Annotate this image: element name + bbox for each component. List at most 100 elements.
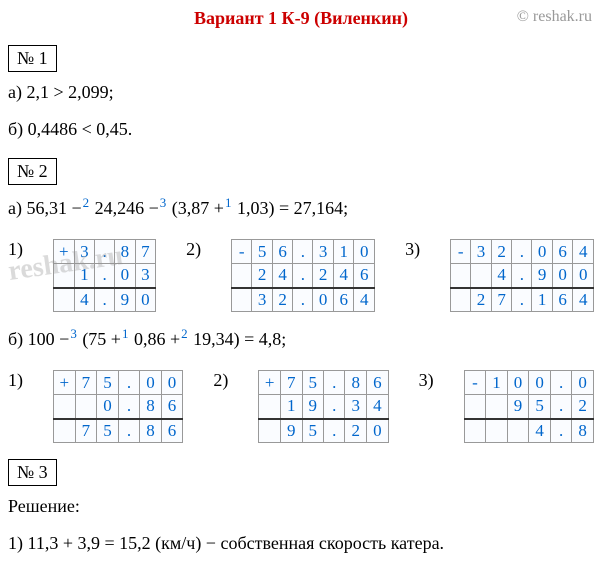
arith-cell: 1 <box>333 240 354 264</box>
arith-cell: 8 <box>115 240 135 264</box>
arith-cell: . <box>324 395 345 419</box>
arith-cell: 6 <box>552 240 573 264</box>
arith-cell: 3 <box>252 288 273 312</box>
arith-cell: 7 <box>75 371 97 395</box>
arith-cell: 3 <box>313 240 334 264</box>
arith-cell: . <box>324 371 345 395</box>
arith-cell: 4 <box>367 395 389 419</box>
arith-cell: 9 <box>115 288 135 312</box>
arith-table: -56.31024.24632.064 <box>231 239 375 312</box>
arith-cell: + <box>54 240 75 264</box>
arith-cell: 3 <box>135 264 156 288</box>
arith-cell: 3 <box>74 240 94 264</box>
arith-table: +75.8619.3495.20 <box>258 370 388 443</box>
arith-cell: 8 <box>572 419 594 443</box>
copyright-text: © reshak.ru <box>517 8 592 26</box>
p2a-sup3: 1 <box>225 195 232 210</box>
arith-cell: 8 <box>140 419 162 443</box>
arith-label: 3) <box>405 239 420 266</box>
arith-label: 1) <box>8 239 23 266</box>
arith-cell <box>507 419 529 443</box>
arith-cell: 6 <box>161 419 183 443</box>
arith-cell: . <box>512 288 532 312</box>
arith-cell <box>486 395 508 419</box>
arith-cell: + <box>259 371 281 395</box>
problem-2-a: а) 56,31 −2 24,246 −3 (3,87 +1 1,03) = 2… <box>0 193 602 233</box>
arith-cell: 9 <box>280 419 302 443</box>
arith-table: +75.000.8675.86 <box>53 370 183 443</box>
arith-cell: 0 <box>115 264 135 288</box>
arith-cell: . <box>293 288 313 312</box>
arith-cell: 7 <box>280 371 302 395</box>
arith-cell: 3 <box>471 240 492 264</box>
arith-cell: . <box>95 240 115 264</box>
problem-1-b: б) 0,4486 < 0,45. <box>0 117 602 154</box>
arith-cell: 0 <box>529 371 551 395</box>
arith-cell: 4 <box>272 264 293 288</box>
problem-3-heading: Решение: <box>0 494 602 531</box>
problem-2-number: № 2 <box>8 158 57 185</box>
arith-cell: . <box>512 240 532 264</box>
arith-cell: - <box>232 240 252 264</box>
arith-cell <box>54 288 75 312</box>
arith-cell <box>232 264 252 288</box>
arith-cell: . <box>95 288 115 312</box>
p2a-part3: (3,87 + <box>167 198 224 218</box>
arith-cell: . <box>512 264 532 288</box>
arith-cell: 0 <box>507 371 529 395</box>
arith-cell: 4 <box>529 419 551 443</box>
problem-2-b: б) 100 −3 (75 +1 0,86 +2 19,34) = 4,8; <box>0 324 602 364</box>
arith-cell: 4 <box>333 264 354 288</box>
arith-label: 2) <box>213 370 228 397</box>
arith-cell: 0 <box>354 240 375 264</box>
arith-cell: . <box>293 240 313 264</box>
arith-cell: 1 <box>532 288 553 312</box>
arith-cell: + <box>54 371 76 395</box>
arith-cell: 0 <box>573 264 594 288</box>
arith-cell <box>75 395 97 419</box>
arith-cell: 4 <box>491 264 512 288</box>
arith-cell: 2 <box>491 240 512 264</box>
arith-cell: 3 <box>345 395 367 419</box>
arith-cell: 1 <box>280 395 302 419</box>
arith-cell: 1 <box>486 371 508 395</box>
arith-cell: 6 <box>272 240 293 264</box>
arith-cell: 0 <box>367 419 389 443</box>
arith-cell: 9 <box>302 395 324 419</box>
arith-cell: . <box>550 419 571 443</box>
p2a-sup1: 2 <box>83 195 90 210</box>
p2b-part4: 19,34) = 4,8; <box>189 329 287 349</box>
arith-cell <box>464 419 486 443</box>
arith-table: +3.871.034.90 <box>53 239 156 312</box>
arith-cell: 2 <box>572 395 594 419</box>
arith-cell: . <box>293 264 313 288</box>
problem-3-line1: 1) 11,3 + 3,9 = 15,2 (км/ч) − собственна… <box>0 531 602 568</box>
arith-cell: 0 <box>135 288 156 312</box>
arith-table: -100.095.24.8 <box>464 370 594 443</box>
p2b-sup3: 2 <box>181 326 188 341</box>
arith-cell: 6 <box>333 288 354 312</box>
p2b-part3: 0,86 + <box>129 329 180 349</box>
arith-cell: 0 <box>97 395 119 419</box>
arith-cell: 2 <box>345 419 367 443</box>
problem-1-a: а) 2,1 > 2,099; <box>0 80 602 117</box>
arith-cell: . <box>118 371 139 395</box>
arith-cell: 4 <box>573 240 594 264</box>
arith-cell: . <box>324 419 345 443</box>
p2a-part4: 1,03) = 27,164; <box>232 198 348 218</box>
p2b-part2: (75 + <box>78 329 121 349</box>
arith-cell: 5 <box>302 419 324 443</box>
problem-3-number: № 3 <box>8 459 57 486</box>
arith-label: 3) <box>419 370 434 397</box>
arith-cell <box>54 264 75 288</box>
arith-cell <box>451 264 471 288</box>
arith-label: 1) <box>8 370 23 397</box>
arith-cell: 7 <box>491 288 512 312</box>
arith-label: 2) <box>186 239 201 266</box>
arith-cell: 4 <box>74 288 94 312</box>
arith-cell: 2 <box>471 288 492 312</box>
arith-cell: 5 <box>252 240 273 264</box>
arith-cell: 4 <box>354 288 375 312</box>
arith-cell: 9 <box>532 264 553 288</box>
p2a-part2: 24,246 − <box>90 198 159 218</box>
